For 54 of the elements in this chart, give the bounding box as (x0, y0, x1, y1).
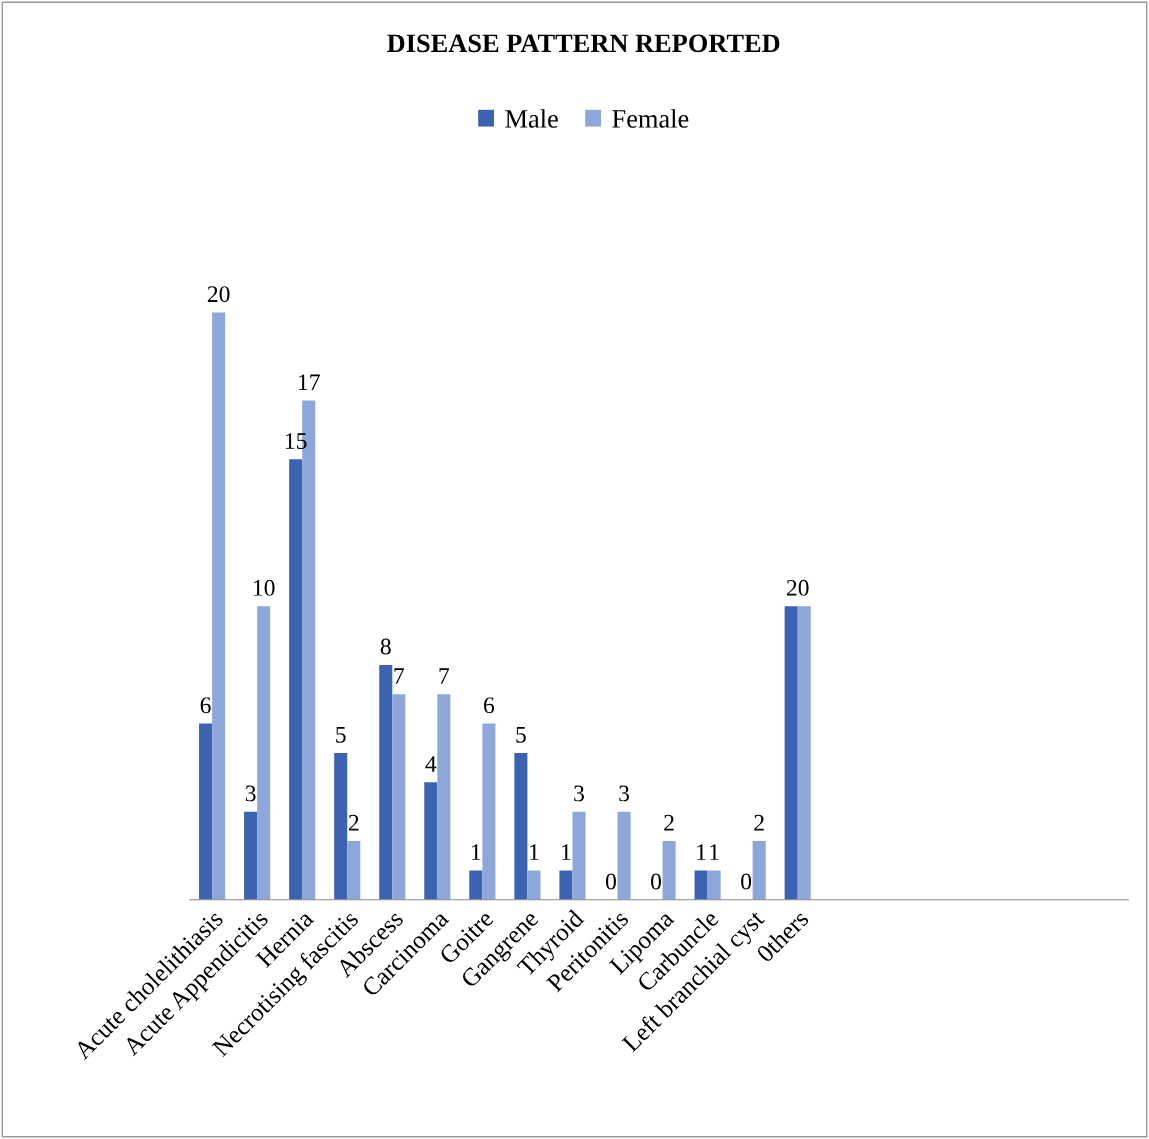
data-label: 1 (697, 844, 706, 860)
bar (752, 841, 766, 900)
data-label: 6 (200, 697, 211, 714)
bar (469, 870, 483, 900)
bar (797, 606, 811, 900)
data-label: 17 (299, 374, 320, 390)
legend-label: Female (612, 109, 689, 128)
data-label: 2 (348, 814, 359, 831)
bar (212, 312, 226, 900)
bar (392, 694, 406, 900)
data-label: 7 (439, 668, 450, 684)
data-label: 0 (605, 873, 616, 890)
bar (289, 459, 303, 900)
bar (662, 841, 676, 900)
bar (559, 870, 573, 900)
bar (572, 811, 586, 900)
data-label: 1 (710, 844, 719, 860)
data-label: 6 (484, 697, 495, 714)
data-label: 8 (380, 638, 391, 655)
bar (482, 723, 496, 900)
bar (694, 870, 708, 900)
bar (527, 870, 541, 900)
bar (379, 664, 393, 900)
data-label: 15 (285, 433, 307, 449)
data-label: 0 (741, 873, 752, 890)
bar (257, 606, 271, 900)
bar (784, 606, 798, 900)
data-label: 7 (394, 668, 405, 684)
bar (617, 811, 631, 900)
bar (347, 841, 361, 900)
data-label: 1 (472, 844, 481, 860)
legend-label: Male (505, 109, 558, 128)
bar (244, 811, 258, 900)
chart-title: DISEASE PATTERN REPORTED (387, 34, 780, 53)
bar (334, 752, 348, 900)
data-label: 3 (619, 785, 630, 802)
annotation: 20 (786, 579, 809, 596)
bar (437, 694, 451, 900)
data-label: 2 (754, 814, 764, 831)
data-label: 2 (664, 814, 674, 831)
data-label: 20 (207, 286, 230, 303)
data-label: 1 (530, 844, 539, 860)
data-label: 10 (253, 579, 275, 596)
data-label: 5 (336, 726, 346, 743)
data-label: 0 (651, 873, 662, 890)
data-label: 3 (245, 785, 256, 802)
bar (424, 782, 438, 900)
bar (514, 752, 528, 900)
data-label: 5 (516, 726, 526, 743)
data-label: 3 (574, 785, 584, 802)
bar (199, 723, 213, 900)
data-label: 4 (425, 756, 437, 772)
data-label: 1 (562, 844, 571, 860)
bar (707, 870, 721, 900)
